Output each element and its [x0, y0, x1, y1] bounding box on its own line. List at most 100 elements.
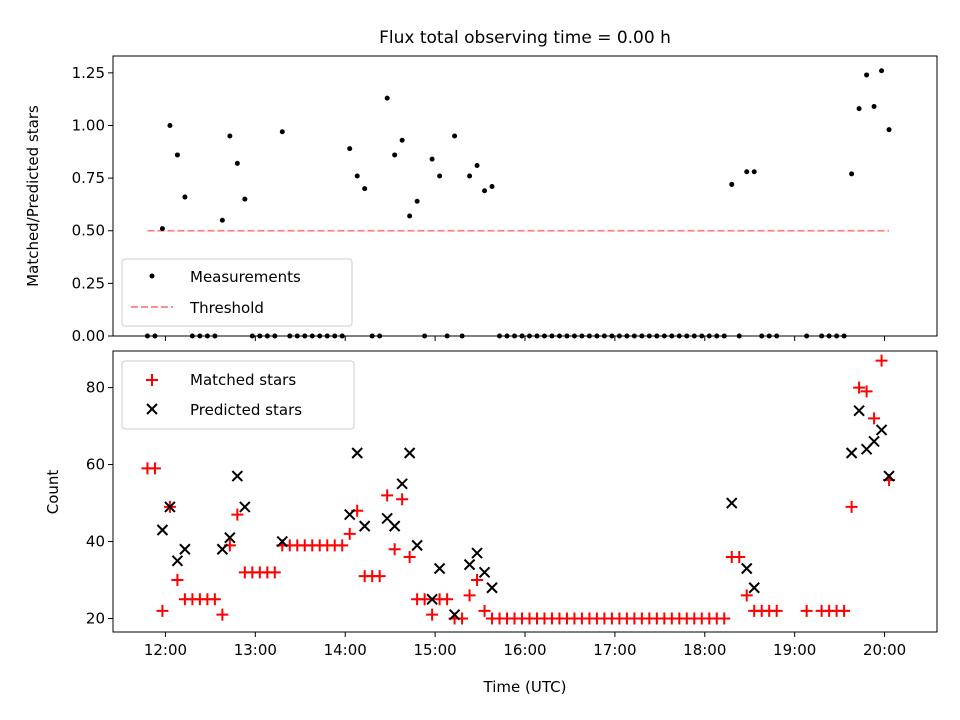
matched-star-point — [868, 412, 881, 425]
y-tick-label: 1.25 — [72, 64, 105, 82]
measurement-point — [482, 188, 488, 194]
matched-star-point — [336, 539, 349, 552]
measurement-point — [362, 186, 368, 192]
measurement-point — [856, 106, 862, 112]
predicted-star-point — [883, 470, 895, 482]
matched-star-point — [148, 462, 161, 475]
top-panel-title: Flux total observing time = 0.00 h — [379, 28, 671, 48]
matched-star-point — [171, 574, 184, 587]
measurement-point — [849, 171, 855, 177]
predicted-star-point — [433, 562, 446, 575]
predicted-star-point — [426, 593, 438, 605]
bottom-plot-frame — [112, 350, 938, 633]
y-tick-label: 0.00 — [72, 327, 105, 345]
x-tick-label: 13:00 — [234, 641, 277, 659]
measurement-point — [392, 152, 398, 158]
top-plot-frame — [112, 55, 938, 337]
matched-star-point — [471, 574, 484, 587]
y-tick-label: 40 — [86, 533, 105, 551]
predicted-star-point — [344, 508, 356, 521]
top-panel-ylabel: Matched/Predicted stars — [24, 105, 42, 287]
legend-matched-label: Matched stars — [190, 371, 296, 389]
measurement-point — [174, 152, 180, 158]
predicted-star-point — [748, 582, 760, 594]
matched-star-point — [418, 593, 431, 606]
measurement-point — [384, 95, 390, 101]
y-tick-label: 1.00 — [72, 116, 105, 134]
measurement-point — [751, 169, 757, 175]
matched-star-point — [208, 593, 221, 606]
predicted-star-point — [486, 582, 498, 594]
matched-star-point — [396, 493, 409, 506]
x-tick-label: 18:00 — [683, 641, 726, 659]
legend-threshold-label: Threshold — [189, 299, 264, 317]
measurement-point — [227, 133, 233, 139]
bottom-legend-box — [121, 360, 355, 430]
bottom-marks — [141, 354, 896, 625]
matched-star-point — [343, 527, 356, 540]
predicted-star-point — [868, 435, 880, 448]
measurement-point — [354, 173, 360, 179]
measurement-point — [347, 146, 353, 152]
predicted-star-point — [396, 478, 408, 490]
top-legend: Measurements Threshold — [121, 258, 353, 327]
measurement-point — [871, 104, 877, 110]
measurement-point — [242, 196, 248, 202]
measurement-point — [279, 129, 285, 135]
matched-star-point — [733, 550, 746, 563]
y-tick-label: 0.25 — [72, 274, 105, 292]
predicted-star-point — [471, 547, 483, 559]
legend-predicted-label: Predicted stars — [190, 401, 302, 419]
matched-star-point — [403, 550, 416, 563]
bottom-legend: Matched stars Predicted stars — [121, 360, 355, 430]
predicted-star-point — [179, 543, 191, 555]
measurement-point — [729, 181, 735, 187]
measurement-point — [744, 169, 750, 175]
measurement-point — [879, 68, 885, 74]
bottom-panel: Count Time (UTC) 20 40 60 80 12:00 13:00 14:0… — [44, 350, 938, 696]
predicted-star-point — [358, 520, 371, 532]
measurement-point — [414, 198, 420, 204]
top-panel: Flux total observing time = 0.00 h Match… — [24, 28, 938, 345]
matched-star-point — [860, 385, 873, 398]
measurement-point — [234, 160, 240, 166]
x-tick-label: 14:00 — [324, 641, 367, 659]
x-tick-label: 20:00 — [863, 641, 906, 659]
predicted-star-point — [156, 524, 169, 536]
predicted-star-point — [463, 558, 476, 571]
predicted-star-point — [845, 447, 858, 459]
matched-star-point — [838, 604, 851, 617]
bottom-x-ticks: 12:00 13:00 14:00 15:00 16:00 17:00 18:00 19:00… — [144, 632, 906, 659]
measurement-point — [399, 137, 405, 143]
matched-star-point — [426, 608, 439, 621]
predicted-star-point — [741, 562, 753, 575]
x-tick-label: 12:00 — [144, 641, 187, 659]
predicted-star-point — [171, 555, 184, 567]
predicted-star-point — [276, 535, 289, 548]
legend-measurements-marker — [149, 273, 155, 279]
matched-star-point — [800, 604, 813, 617]
bottom-panel-ylabel: Count — [44, 470, 62, 515]
measurement-point — [467, 173, 473, 179]
bottom-panel-xlabel: Time (UTC) — [483, 678, 567, 696]
matched-star-point — [740, 589, 753, 602]
top-y-ticks: 0.00 0.25 0.50 0.75 1.00 1.25 — [72, 64, 113, 345]
predicted-star-point — [224, 531, 236, 544]
predicted-star-point — [403, 447, 416, 459]
bottom-y-ticks: 20 40 60 80 — [86, 379, 113, 628]
y-tick-label: 0.50 — [72, 222, 105, 240]
predicted-star-point — [239, 501, 251, 513]
measurement-point — [219, 217, 225, 223]
legend-matched-marker — [146, 374, 158, 386]
measurement-point — [407, 213, 413, 219]
matched-star-point — [268, 566, 281, 579]
predicted-star-point — [351, 447, 363, 459]
x-tick-label: 17:00 — [593, 641, 636, 659]
matched-star-point — [381, 489, 394, 502]
measurement-point — [429, 156, 435, 162]
matched-star-point — [853, 381, 866, 394]
legend-measurements-label: Measurements — [190, 268, 301, 286]
matched-star-point — [373, 570, 386, 583]
